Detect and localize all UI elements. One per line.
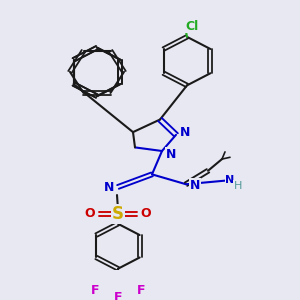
Text: N: N xyxy=(166,148,176,161)
Text: F: F xyxy=(114,291,122,300)
Text: F: F xyxy=(91,284,99,297)
Text: O: O xyxy=(141,207,151,220)
Text: N: N xyxy=(180,126,190,139)
Text: S: S xyxy=(112,205,124,223)
Text: F: F xyxy=(137,284,145,297)
Text: N: N xyxy=(225,175,235,185)
Text: Cl: Cl xyxy=(185,20,199,33)
Text: H: H xyxy=(234,181,242,191)
Text: O: O xyxy=(85,207,95,220)
Text: N: N xyxy=(104,181,114,194)
Text: N: N xyxy=(190,178,200,192)
